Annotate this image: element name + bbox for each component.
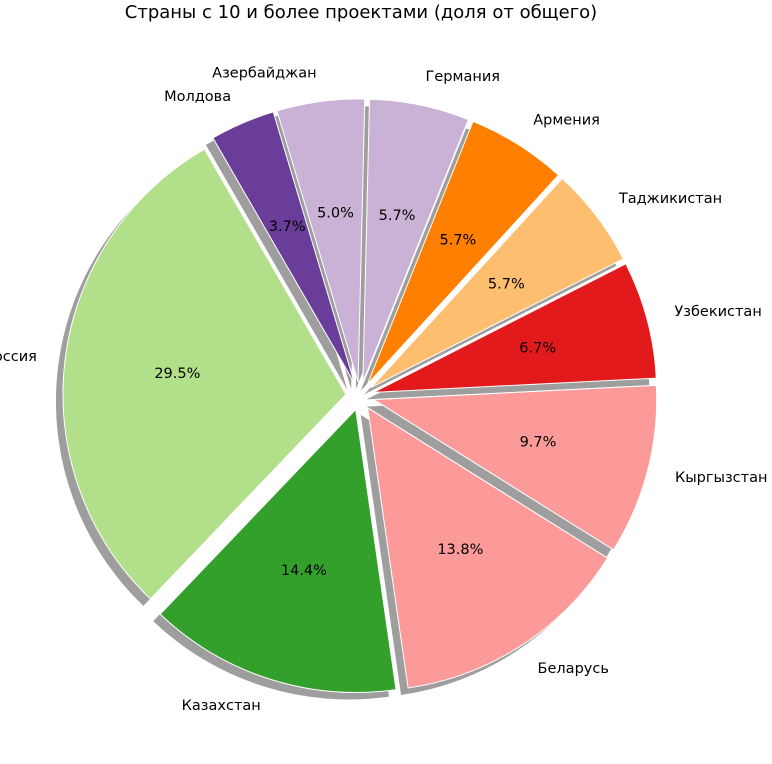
pie-slices [62,98,658,693]
pie-slice [373,263,657,393]
pie-slice [362,98,469,383]
percent-label: 5.7% [488,277,525,293]
percent-label: 3.7% [269,219,306,235]
chart-title: Страны с 10 и более проектами (доля от о… [124,2,598,23]
percent-label: 5.0% [317,206,354,222]
pie-slice [373,384,658,551]
pie-slice [212,111,355,384]
category-label: Узбекистан [674,304,761,320]
category-label: Армения [533,112,600,128]
pie-slice [370,178,624,388]
category-label: Россия [0,349,37,365]
pie-slice [367,407,609,689]
category-label: Казахстан [182,698,261,714]
category-label: Молдова [164,89,231,105]
pie-slice [62,148,347,600]
pie-slice [159,408,397,693]
percent-labels: 29.5% 14.4% 13.8% 9.7% 6.7% 5.7% 5.7% 5.7% 5.0% 3… [154,206,556,580]
percent-label: 5.7% [439,232,476,248]
percent-label: 29.5% [154,366,200,382]
category-label: Азербайджан [212,65,316,81]
category-label: Таджикистан [618,191,722,207]
percent-label: 5.7% [379,208,416,224]
percent-label: 6.7% [519,341,556,357]
pie-slice [276,98,366,383]
percent-label: 13.8% [437,542,483,558]
percent-label: 14.4% [281,563,327,579]
category-label: Кыргызстан [675,470,768,486]
percent-label: 9.7% [520,434,557,450]
category-label: Германия [426,69,500,85]
pie-slice [367,120,559,385]
category-labels: Россия Казахстан Беларусь Кыргызстан Узбекис… [0,65,767,714]
category-label: Беларусь [538,661,609,677]
